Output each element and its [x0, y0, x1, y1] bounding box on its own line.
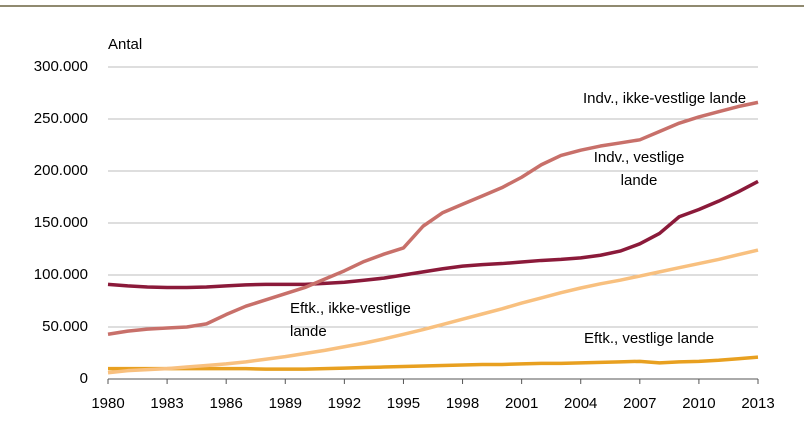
x-tick-label: 2001: [505, 395, 538, 412]
x-tick-label: 1983: [150, 395, 183, 412]
x-tick-label: 2004: [564, 395, 597, 412]
series-label: Indv., vestlige lande: [593, 149, 685, 189]
series-label: Eftk., vestlige lande: [584, 330, 715, 347]
series-line: [108, 355, 759, 371]
x-tick-label: 1980: [91, 395, 124, 412]
y-tick-label: 50.000: [42, 318, 88, 335]
series-line: [107, 179, 759, 290]
x-tick-label: 1986: [209, 395, 242, 412]
x-tick-label: 1989: [269, 395, 302, 412]
x-tick-label: 1992: [328, 395, 361, 412]
y-tick-label: 150.000: [34, 214, 88, 231]
y-tick-label: 200.000: [34, 162, 88, 179]
series-line: [107, 100, 759, 337]
series-label: Eftk., ikke-vestlige lande: [290, 300, 411, 340]
y-tick-label: 300.000: [34, 58, 88, 75]
y-tick-label: 250.000: [34, 110, 88, 127]
x-tick-label: 2013: [741, 395, 774, 412]
y-axis-label: Antal: [108, 36, 142, 53]
x-tick-label: 2010: [682, 395, 715, 412]
x-tick-label: 2007: [623, 395, 656, 412]
x-tick-label: 1995: [387, 395, 420, 412]
y-tick-label: 0: [80, 370, 88, 387]
series-label: Indv., ikke-vestlige lande: [583, 90, 747, 107]
x-tick-label: 1998: [446, 395, 479, 412]
y-tick-label: 100.000: [34, 266, 88, 283]
series-line: [107, 248, 759, 375]
